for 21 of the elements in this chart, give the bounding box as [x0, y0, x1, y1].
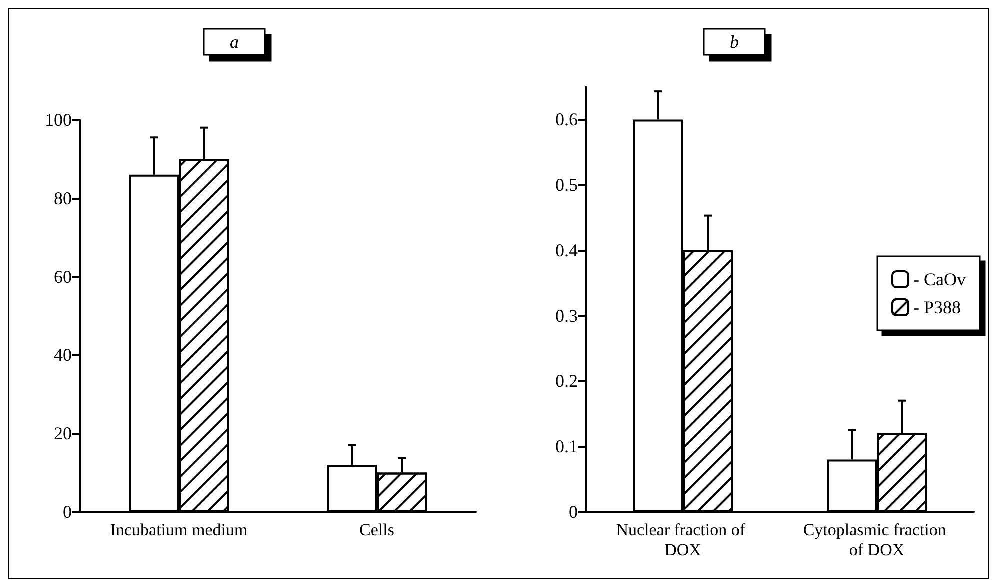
- y-tick-label: 0.5: [556, 175, 578, 196]
- y-tick-label: 100: [45, 110, 72, 130]
- legend-label: - P388: [914, 298, 962, 318]
- chart-title: a: [230, 32, 239, 52]
- x-tick-label: Cells: [360, 520, 394, 540]
- y-tick-label: 0.6: [556, 110, 578, 130]
- y-tick-label: 60: [54, 266, 72, 287]
- y-tick-label: 0.1: [556, 436, 578, 457]
- y-tick-label: 0: [63, 502, 72, 522]
- y-tick-label: 0.3: [556, 306, 578, 326]
- y-tick-label: 0: [569, 502, 578, 522]
- y-tick-label: 20: [54, 424, 72, 444]
- y-tick-label: 0.4: [556, 240, 578, 260]
- x-tick-label: Incubatium medium: [110, 520, 248, 540]
- x-tick-label: Nuclear fraction of DOX: [616, 520, 750, 560]
- x-tick-label: Cytoplasmic fraction of DOX: [803, 520, 951, 560]
- y-tick-label: 80: [54, 188, 72, 208]
- legend-label: - CaOv: [914, 270, 966, 290]
- y-tick-label: 40: [54, 345, 72, 366]
- y-tick-label: 0.2: [556, 371, 578, 392]
- chart-title: b: [730, 32, 739, 52]
